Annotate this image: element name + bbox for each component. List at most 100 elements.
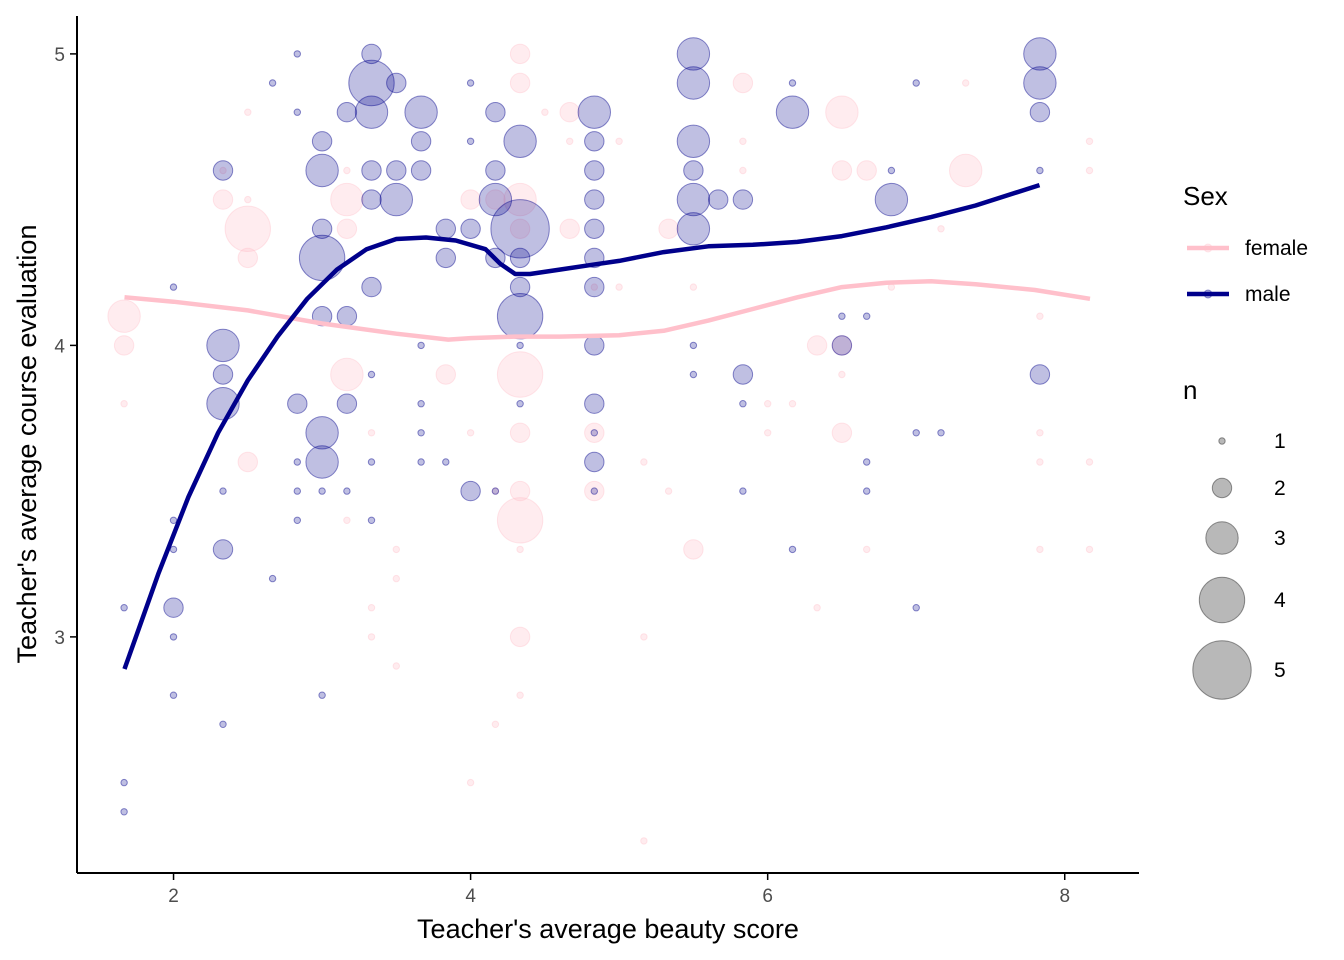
smooth-line-male bbox=[122, 182, 1041, 670]
data-point bbox=[219, 720, 227, 728]
data-point bbox=[509, 626, 531, 648]
data-point bbox=[417, 429, 425, 437]
data-point bbox=[367, 370, 376, 379]
data-point bbox=[516, 691, 524, 699]
data-point bbox=[293, 458, 301, 466]
y-tick-label: 5 bbox=[54, 45, 65, 66]
data-point bbox=[732, 72, 754, 94]
data-point bbox=[509, 247, 531, 269]
legend-size-key bbox=[1198, 576, 1246, 624]
data-point bbox=[343, 487, 351, 495]
data-point bbox=[305, 416, 339, 450]
data-point bbox=[863, 312, 871, 320]
legend-label: male bbox=[1245, 283, 1291, 306]
data-point bbox=[584, 189, 605, 210]
data-point bbox=[206, 328, 240, 363]
data-point bbox=[293, 516, 301, 524]
data-point bbox=[584, 276, 605, 298]
legend-size-entries: 1 2 3 4 5 bbox=[1192, 430, 1286, 700]
x-tick-label: 4 bbox=[465, 886, 476, 907]
data-point bbox=[1036, 429, 1044, 437]
data-point bbox=[169, 633, 178, 641]
data-point bbox=[361, 160, 382, 181]
y-tick-label: 4 bbox=[54, 336, 65, 357]
data-point bbox=[516, 545, 524, 554]
data-point bbox=[237, 451, 259, 473]
data-point bbox=[107, 299, 141, 333]
data-point bbox=[435, 218, 456, 240]
data-point bbox=[379, 182, 413, 217]
data-point bbox=[466, 79, 475, 87]
data-point bbox=[392, 545, 400, 554]
data-point bbox=[120, 778, 128, 787]
data-point bbox=[169, 283, 178, 291]
data-point bbox=[584, 393, 605, 414]
legend-size-key bbox=[1218, 437, 1226, 445]
data-point bbox=[863, 458, 871, 466]
data-point bbox=[541, 108, 549, 116]
data-point bbox=[244, 108, 252, 116]
data-point bbox=[361, 189, 382, 210]
data-point bbox=[509, 276, 531, 298]
data-point bbox=[676, 124, 711, 159]
data-point bbox=[509, 480, 531, 502]
legend-size-label: 5 bbox=[1274, 659, 1286, 682]
legend-title-n: n bbox=[1183, 375, 1197, 405]
data-point bbox=[806, 335, 828, 356]
data-point bbox=[937, 429, 945, 437]
data-point bbox=[788, 400, 797, 408]
data-point bbox=[788, 545, 797, 554]
legend-size-label: 3 bbox=[1274, 527, 1286, 550]
data-point bbox=[566, 137, 574, 146]
y-axis-title: Teacher's average course evaluation bbox=[12, 225, 42, 664]
data-point bbox=[367, 458, 376, 466]
data-point bbox=[466, 137, 475, 146]
data-point bbox=[559, 218, 580, 240]
data-point bbox=[689, 283, 698, 291]
legend-size-key bbox=[1205, 521, 1239, 555]
data-point bbox=[212, 189, 234, 210]
legend-label: female bbox=[1245, 237, 1308, 260]
data-point bbox=[509, 218, 531, 240]
data-point bbox=[219, 166, 227, 175]
data-point bbox=[838, 370, 846, 379]
data-point bbox=[689, 370, 698, 379]
data-point bbox=[1029, 364, 1051, 385]
data-point bbox=[559, 102, 580, 123]
data-point bbox=[949, 153, 983, 188]
data-point bbox=[683, 539, 704, 560]
data-point bbox=[962, 79, 970, 87]
data-point bbox=[460, 218, 481, 240]
legend-title-sex: Sex bbox=[1183, 181, 1228, 211]
data-point bbox=[490, 199, 550, 259]
legend-key-point bbox=[1203, 289, 1213, 299]
data-point bbox=[640, 633, 648, 641]
data-point bbox=[887, 166, 896, 175]
data-point bbox=[1029, 102, 1051, 123]
data-point bbox=[367, 633, 376, 641]
data-point bbox=[348, 59, 395, 107]
data-point bbox=[367, 604, 376, 612]
legend-size-label: 1 bbox=[1274, 430, 1286, 453]
data-point bbox=[496, 497, 544, 544]
data-point bbox=[503, 182, 537, 217]
data-point bbox=[1036, 312, 1044, 320]
data-point bbox=[237, 247, 259, 269]
x-tick-label: 8 bbox=[1059, 886, 1070, 907]
data-point bbox=[354, 95, 389, 129]
data-point bbox=[683, 160, 704, 181]
data-point bbox=[739, 137, 747, 146]
data-point bbox=[509, 43, 531, 65]
data-point bbox=[1085, 137, 1094, 146]
data-point bbox=[212, 539, 234, 560]
data-point bbox=[1085, 545, 1094, 554]
data-point bbox=[676, 37, 711, 71]
data-point bbox=[442, 458, 450, 466]
legend-size-entry: 5 bbox=[1192, 640, 1286, 700]
data-point bbox=[361, 43, 382, 65]
data-point bbox=[615, 137, 623, 146]
data-point bbox=[813, 604, 821, 612]
data-point bbox=[268, 79, 277, 87]
legend-key-point bbox=[1203, 243, 1213, 253]
